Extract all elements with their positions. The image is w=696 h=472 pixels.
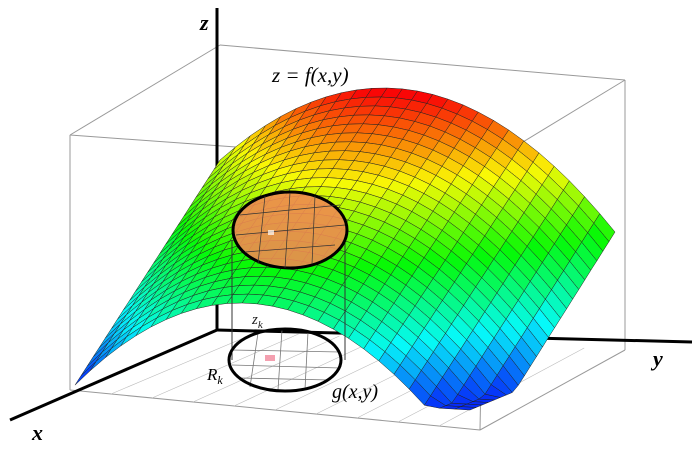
mesh-cell (74, 361, 97, 386)
z-axis-label: z (199, 10, 209, 35)
region-grid (231, 329, 341, 391)
height-sub: k (258, 319, 264, 331)
height-base: z (251, 312, 258, 328)
floor-line (233, 337, 381, 407)
x-axis-label: x (31, 420, 43, 445)
mesh-cell (454, 406, 477, 411)
patch-point (268, 230, 274, 235)
region-base: R (206, 365, 218, 384)
floor-line (110, 331, 258, 395)
region-point (265, 355, 275, 361)
patch-grid (235, 192, 346, 269)
y-axis-label: y (650, 346, 663, 371)
projection-label: g(x,y) (332, 381, 378, 403)
height-label: zk (251, 312, 264, 331)
column (231, 235, 346, 360)
floor-line (151, 333, 299, 399)
region-label: Rk (206, 365, 223, 387)
region-outline (227, 327, 343, 393)
floor-line (192, 335, 340, 403)
surface-mesh (74, 87, 616, 411)
region-sub: k (217, 373, 223, 387)
surface-label: z = f(x,y) (271, 63, 349, 87)
mesh-cell (80, 351, 103, 376)
